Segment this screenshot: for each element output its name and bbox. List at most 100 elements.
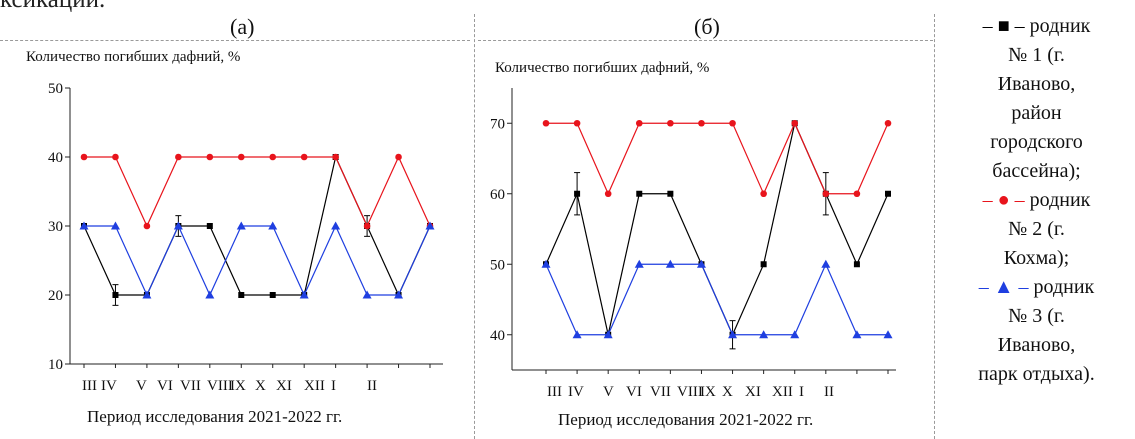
y-tick-label: 70 — [490, 116, 505, 132]
legend-text: городского — [990, 131, 1083, 153]
legend-text: № 3 (г. — [1008, 305, 1065, 327]
y-tick-label: 50 — [490, 257, 505, 273]
legend-text: район — [1011, 102, 1062, 124]
circle-marker — [698, 119, 705, 127]
triangle-marker — [79, 221, 89, 230]
series-line-3 — [84, 224, 431, 297]
panel-b-top-rule — [478, 40, 933, 41]
circle-marker — [237, 153, 245, 161]
triangle-marker — [110, 221, 120, 230]
circle-marker — [667, 119, 674, 127]
triangle-marker — [236, 221, 246, 230]
square-marker — [238, 292, 245, 298]
triangle-marker — [394, 290, 404, 299]
triangle-marker — [331, 221, 341, 230]
triangle-marker — [173, 221, 183, 230]
square-marker — [760, 261, 767, 268]
circle-marker — [573, 119, 581, 127]
y-tick-label: 60 — [490, 187, 505, 203]
square-marker — [112, 292, 119, 298]
x-tick-label: VI — [626, 384, 642, 400]
triangle-marker — [852, 330, 862, 339]
circle-marker — [542, 119, 550, 127]
triangle-marker — [821, 259, 831, 268]
circle-marker — [206, 153, 214, 161]
legend-text: родник — [1029, 189, 1091, 211]
legend-key-2: – ● – — [982, 189, 1030, 211]
x-tick-label: I — [799, 384, 804, 400]
legend-item-2: – ● – родник — [938, 186, 1135, 215]
circle-marker — [363, 222, 371, 230]
legend-text: родник — [1029, 15, 1091, 37]
legend-item-3: – ▲ – родник — [938, 273, 1135, 302]
triangle-marker — [362, 290, 372, 299]
x-tick-label: VIII — [677, 384, 703, 400]
legend-key-3: – ▲ – — [978, 276, 1034, 298]
x-tick-label: V — [603, 384, 614, 400]
triangle-marker — [268, 221, 278, 230]
circle-marker — [175, 153, 182, 161]
panel-a-ylabel: Количество погибших дафний, % — [26, 49, 241, 65]
circle-marker — [729, 119, 736, 127]
x-tick-label: VIII — [207, 378, 233, 394]
legend-text: № 2 (г. — [1008, 218, 1065, 240]
x-tick-label: III — [82, 378, 97, 394]
circle-marker — [143, 222, 151, 230]
legend-text: Иваново, — [997, 334, 1076, 356]
triangle-marker — [572, 330, 582, 339]
legend-text: Кохма); — [1003, 247, 1070, 269]
x-tick-label: IX — [700, 384, 716, 400]
clipped-top-text: ксикации. — [0, 0, 105, 14]
x-tick-label: II — [367, 378, 377, 394]
series-line-2 — [84, 155, 431, 228]
square-marker — [206, 223, 213, 229]
x-tick-label: IX — [230, 378, 246, 394]
legend-item-1: – ■ – родник — [938, 12, 1135, 41]
square-marker — [636, 190, 643, 197]
series-line-3 — [545, 262, 888, 336]
series-line-1 — [83, 155, 431, 297]
square-marker — [269, 292, 276, 298]
panel-a-label: (а) — [230, 14, 255, 39]
panel-b-ylabel: Количество погибших дафний, % — [495, 60, 710, 76]
circle-marker — [853, 190, 861, 198]
x-tick-label: V — [136, 378, 147, 394]
triangle-marker — [205, 290, 215, 299]
x-tick-label: VI — [157, 378, 173, 394]
x-tick-label: X — [722, 384, 733, 400]
panel-divider-left — [474, 14, 475, 439]
legend-text: Иваново, — [997, 73, 1076, 95]
y-tick-label: 30 — [48, 219, 63, 235]
y-tick-label: 50 — [48, 81, 63, 97]
x-tick-label: XII — [772, 384, 793, 400]
x-tick-label: III — [547, 384, 562, 400]
y-tick-label: 20 — [48, 288, 63, 304]
legend-text: № 1 (г. — [1008, 44, 1065, 66]
triangle-marker — [728, 330, 738, 339]
square-marker — [574, 190, 581, 197]
triangle-marker — [541, 259, 551, 268]
triangle-marker — [634, 259, 644, 268]
triangle-marker — [696, 259, 706, 268]
y-tick-label: 10 — [48, 357, 63, 373]
circle-marker — [604, 190, 612, 198]
triangle-marker — [142, 290, 152, 299]
x-tick-label: IV — [568, 384, 584, 400]
circle-marker — [635, 119, 643, 127]
y-tick-label: 40 — [48, 150, 63, 166]
triangle-marker — [665, 259, 675, 268]
circle-marker — [80, 153, 88, 161]
legend-key-1: – ■ – — [982, 15, 1030, 37]
circle-marker — [760, 190, 767, 198]
series-line-2 — [546, 121, 889, 196]
x-tick-label: IV — [101, 378, 117, 394]
circle-marker — [884, 119, 892, 127]
triangle-marker — [603, 330, 613, 339]
triangle-marker — [883, 330, 893, 339]
legend-text: парк отдыха). — [978, 363, 1095, 385]
circle-marker — [112, 153, 119, 161]
square-marker — [667, 190, 674, 197]
